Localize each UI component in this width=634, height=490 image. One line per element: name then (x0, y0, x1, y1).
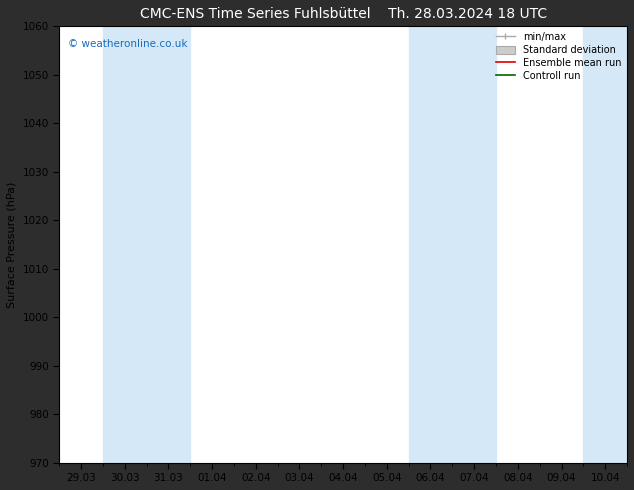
Legend: min/max, Standard deviation, Ensemble mean run, Controll run: min/max, Standard deviation, Ensemble me… (491, 28, 625, 85)
Text: © weatheronline.co.uk: © weatheronline.co.uk (68, 39, 187, 49)
Bar (146, 26, 190, 463)
Bar (409, 26, 452, 463)
Bar (103, 26, 146, 463)
Title: CMC-ENS Time Series Fuhlsbüttel    Th. 28.03.2024 18 UTC: CMC-ENS Time Series Fuhlsbüttel Th. 28.0… (139, 7, 547, 21)
Y-axis label: Surface Pressure (hPa): Surface Pressure (hPa) (7, 181, 17, 308)
Bar (583, 26, 627, 463)
Bar (452, 26, 496, 463)
